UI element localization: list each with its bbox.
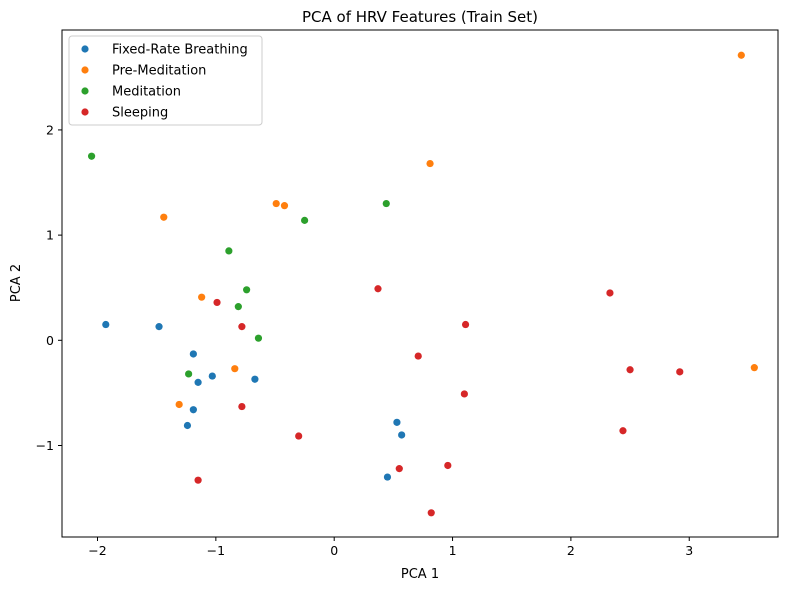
data-point <box>208 372 216 380</box>
data-point <box>189 406 197 414</box>
legend-marker <box>81 66 89 74</box>
x-tick-label: 1 <box>449 543 457 558</box>
y-tick-label: 2 <box>46 122 54 137</box>
data-point <box>295 432 303 440</box>
plot-frame <box>61 29 779 538</box>
data-point <box>185 370 193 378</box>
data-point <box>626 366 634 374</box>
data-point <box>234 303 242 311</box>
data-point <box>426 159 434 168</box>
x-tick-label: 3 <box>685 543 693 558</box>
data-point <box>194 476 202 484</box>
series-fixed-rate-breathing <box>102 320 406 481</box>
legend-marker <box>81 108 89 116</box>
series-meditation <box>87 152 390 378</box>
data-point <box>198 293 206 301</box>
data-point <box>231 365 239 373</box>
legend-label: Meditation <box>112 85 181 100</box>
data-point <box>189 350 197 358</box>
legend-box <box>68 35 263 126</box>
data-point <box>619 427 627 435</box>
x-tick-label: −2 <box>88 543 106 558</box>
data-point <box>382 199 390 208</box>
legend: Fixed-Rate Breathing Pre-Meditation Medita… <box>68 35 263 126</box>
data-point <box>160 213 168 221</box>
data-point <box>676 368 684 376</box>
data-point <box>225 247 233 255</box>
y-axis-label: PCA 2 <box>9 264 24 302</box>
data-point <box>395 465 403 473</box>
data-point <box>427 509 435 517</box>
x-axis-label: PCA 1 <box>401 567 439 582</box>
data-point <box>301 216 309 224</box>
data-point <box>175 400 183 409</box>
data-point <box>393 418 401 426</box>
data-point <box>238 402 246 411</box>
y-tick-label: 0 <box>46 333 54 348</box>
x-tick-label: 2 <box>567 543 575 558</box>
series-sleeping <box>194 285 684 517</box>
x-axis-ticks: −2 −1 0 1 2 3 <box>88 537 693 558</box>
data-point <box>444 461 452 470</box>
data-point <box>155 323 163 331</box>
data-point <box>87 152 96 160</box>
data-points <box>87 51 758 517</box>
data-point <box>194 378 202 386</box>
data-point <box>750 364 758 372</box>
data-point <box>737 51 745 59</box>
data-point <box>251 375 259 383</box>
x-tick-label: 0 <box>330 543 338 558</box>
data-point <box>606 289 614 297</box>
data-point <box>272 199 280 208</box>
legend-items: Fixed-Rate Breathing Pre-Meditation Medita… <box>81 43 248 121</box>
data-point <box>213 298 221 307</box>
y-tick-label: −1 <box>36 438 54 453</box>
legend-marker <box>81 87 89 95</box>
data-point <box>238 323 246 331</box>
data-point <box>374 285 382 293</box>
x-tick-label: −1 <box>207 543 225 558</box>
data-point <box>460 390 468 398</box>
legend-marker <box>81 45 89 53</box>
series-pre-meditation <box>160 51 758 409</box>
data-point <box>398 431 406 439</box>
data-point <box>414 352 422 360</box>
legend-label: Fixed-Rate Breathing <box>112 43 248 58</box>
data-point <box>461 320 470 329</box>
data-point <box>183 421 192 430</box>
legend-label: Sleeping <box>112 106 168 121</box>
data-point <box>383 473 392 481</box>
data-point <box>102 320 110 329</box>
chart-title: PCA of HRV Features (Train Set) <box>302 8 538 26</box>
data-point <box>243 286 251 294</box>
y-axis-ticks: −1 0 1 2 <box>36 122 62 453</box>
y-tick-label: 1 <box>46 228 54 243</box>
data-point <box>254 334 263 342</box>
data-point <box>280 202 289 210</box>
legend-label: Pre-Meditation <box>112 64 206 79</box>
